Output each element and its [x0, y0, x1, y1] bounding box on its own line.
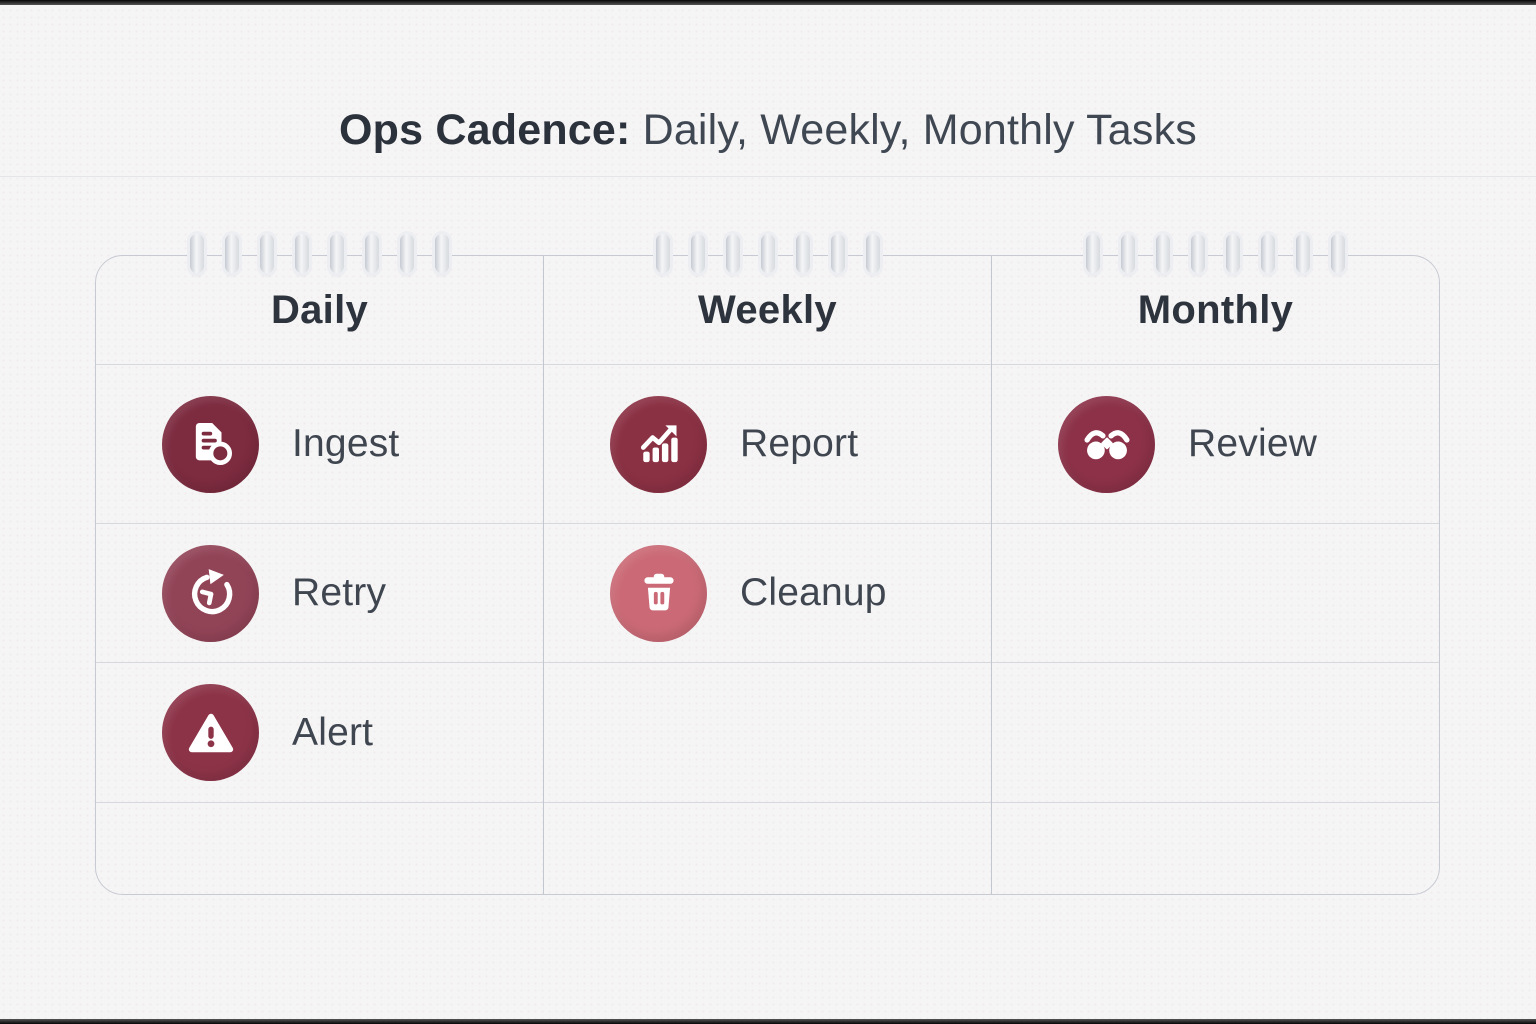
task-row-alert: Alert [96, 663, 543, 803]
column-weekly: Weekly Report [544, 234, 992, 894]
empty-row [992, 524, 1439, 663]
task-row-cleanup: Cleanup [544, 524, 991, 663]
screenshot-top-border [0, 0, 1536, 5]
screenshot-bottom-border [0, 1019, 1536, 1024]
column-header-monthly: Monthly [992, 256, 1439, 365]
column-daily: Daily Ingest [96, 234, 544, 894]
column-header-daily: Daily [96, 256, 543, 365]
task-row-report: Report [544, 365, 991, 524]
page-header: Ops Cadence: Daily, Weekly, Monthly Tasks [0, 106, 1536, 155]
task-row-review: Review [992, 365, 1439, 524]
task-row-retry: Retry [96, 524, 543, 663]
empty-row [992, 803, 1439, 894]
page-title: Ops Cadence: Daily, Weekly, Monthly Tasks [0, 106, 1536, 155]
document-ingest-icon [162, 395, 259, 493]
task-label: Alert [292, 710, 374, 754]
empty-row [992, 663, 1439, 803]
trash-cleanup-icon [610, 544, 707, 642]
task-label: Report [740, 422, 859, 465]
column-header-weekly: Weekly [544, 256, 991, 365]
report-chart-icon [610, 395, 707, 493]
column-monthly: Monthly Review [992, 234, 1439, 894]
clock-retry-icon [162, 544, 259, 642]
task-label: Review [1188, 422, 1318, 465]
task-label: Cleanup [740, 571, 887, 614]
cadence-board: Daily Ingest [95, 234, 1440, 895]
empty-row [96, 803, 543, 894]
binoculars-review-icon [1058, 395, 1155, 493]
title-divider [0, 176, 1536, 177]
task-label: Ingest [292, 422, 400, 465]
empty-row [544, 803, 991, 894]
task-row-ingest: Ingest [96, 365, 543, 524]
empty-row [544, 663, 991, 803]
task-label: Retry [292, 571, 387, 614]
alert-triangle-icon [162, 684, 259, 781]
page-title-subtext: Daily, Weekly, Monthly Tasks [642, 106, 1197, 154]
page-title-emphasis: Ops Cadence: [339, 106, 631, 154]
